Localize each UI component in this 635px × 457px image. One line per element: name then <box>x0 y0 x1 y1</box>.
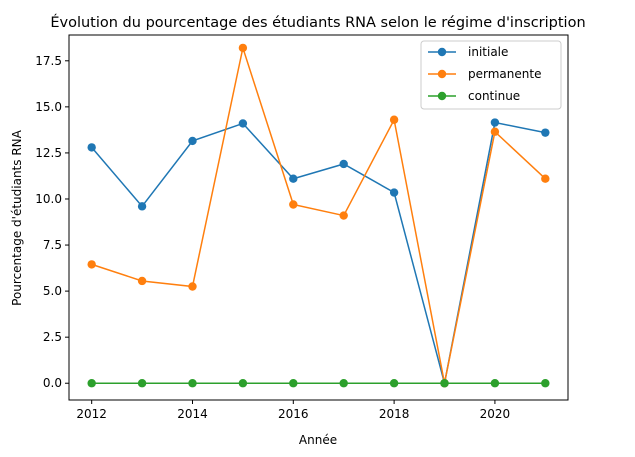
data-point-permanente <box>289 200 298 209</box>
legend-label-permanente: permanente <box>468 67 541 81</box>
legend-label-initiale: initiale <box>468 45 508 59</box>
data-point-permanente <box>188 282 197 291</box>
y-axis: 0.0 2.5 5.0 7.5 10.0 12.5 15.0 17.5 <box>35 54 69 390</box>
series-layer <box>87 43 550 388</box>
y-tick-label: 12.5 <box>35 146 62 160</box>
data-point-initiale <box>339 159 348 169</box>
data-point-initiale <box>137 202 147 211</box>
x-tick-label: 2014 <box>177 407 208 421</box>
y-axis-label: Pourcentage d'étudiants RNA <box>10 129 24 305</box>
data-point-initiale <box>541 128 550 137</box>
data-point-initiale <box>238 119 248 128</box>
data-point-continue <box>440 379 449 388</box>
legend-marker-continue <box>437 91 447 101</box>
data-point-permanente <box>339 211 348 220</box>
legend-marker-permanente <box>437 69 447 79</box>
data-point-continue <box>188 379 197 388</box>
data-point-continue <box>490 379 500 388</box>
data-point-permanente <box>87 260 96 269</box>
legend-frame <box>420 40 562 110</box>
series-line-initiale <box>91 121 546 384</box>
data-point-continue <box>137 379 147 388</box>
data-point-continue <box>87 379 96 388</box>
y-tick-label: 15.0 <box>35 100 62 114</box>
x-tick-label: 2018 <box>379 407 410 421</box>
x-tick-label: 2016 <box>278 407 309 421</box>
x-axis-label: Année <box>299 433 337 447</box>
data-point-initiale <box>188 136 197 146</box>
legend-label-continue: continue <box>468 89 520 103</box>
data-point-continue <box>541 379 550 388</box>
data-point-continue <box>389 379 399 388</box>
plot-area-frame <box>68 34 569 401</box>
y-tick-label: 0.0 <box>43 376 62 390</box>
x-axis: 2012 2014 2016 2018 2020 <box>76 400 510 421</box>
data-point-initiale <box>87 143 96 152</box>
data-point-permanente <box>541 174 550 183</box>
data-point-permanente <box>238 43 248 53</box>
legend: initiale permanente continue <box>420 40 562 110</box>
data-point-permanente <box>490 127 500 136</box>
data-point-continue <box>339 379 348 388</box>
chart-title: Évolution du pourcentage des étudiants R… <box>50 14 585 31</box>
data-point-initiale <box>389 188 399 197</box>
y-tick-label: 2.5 <box>43 330 62 344</box>
data-point-initiale <box>289 174 298 183</box>
y-tick-label: 5.0 <box>43 284 62 298</box>
legend-marker-initiale <box>437 47 447 57</box>
x-tick-label: 2020 <box>480 407 511 421</box>
y-tick-label: 10.0 <box>35 192 62 206</box>
series-line-permanente <box>91 44 546 384</box>
data-point-initiale <box>490 118 500 127</box>
data-point-continue <box>289 379 298 388</box>
y-tick-label: 17.5 <box>35 54 62 68</box>
data-point-permanente <box>137 276 147 286</box>
y-tick-label: 7.5 <box>43 238 62 252</box>
data-point-continue <box>238 379 248 388</box>
x-tick-label: 2012 <box>76 407 107 421</box>
data-point-permanente <box>389 115 399 124</box>
